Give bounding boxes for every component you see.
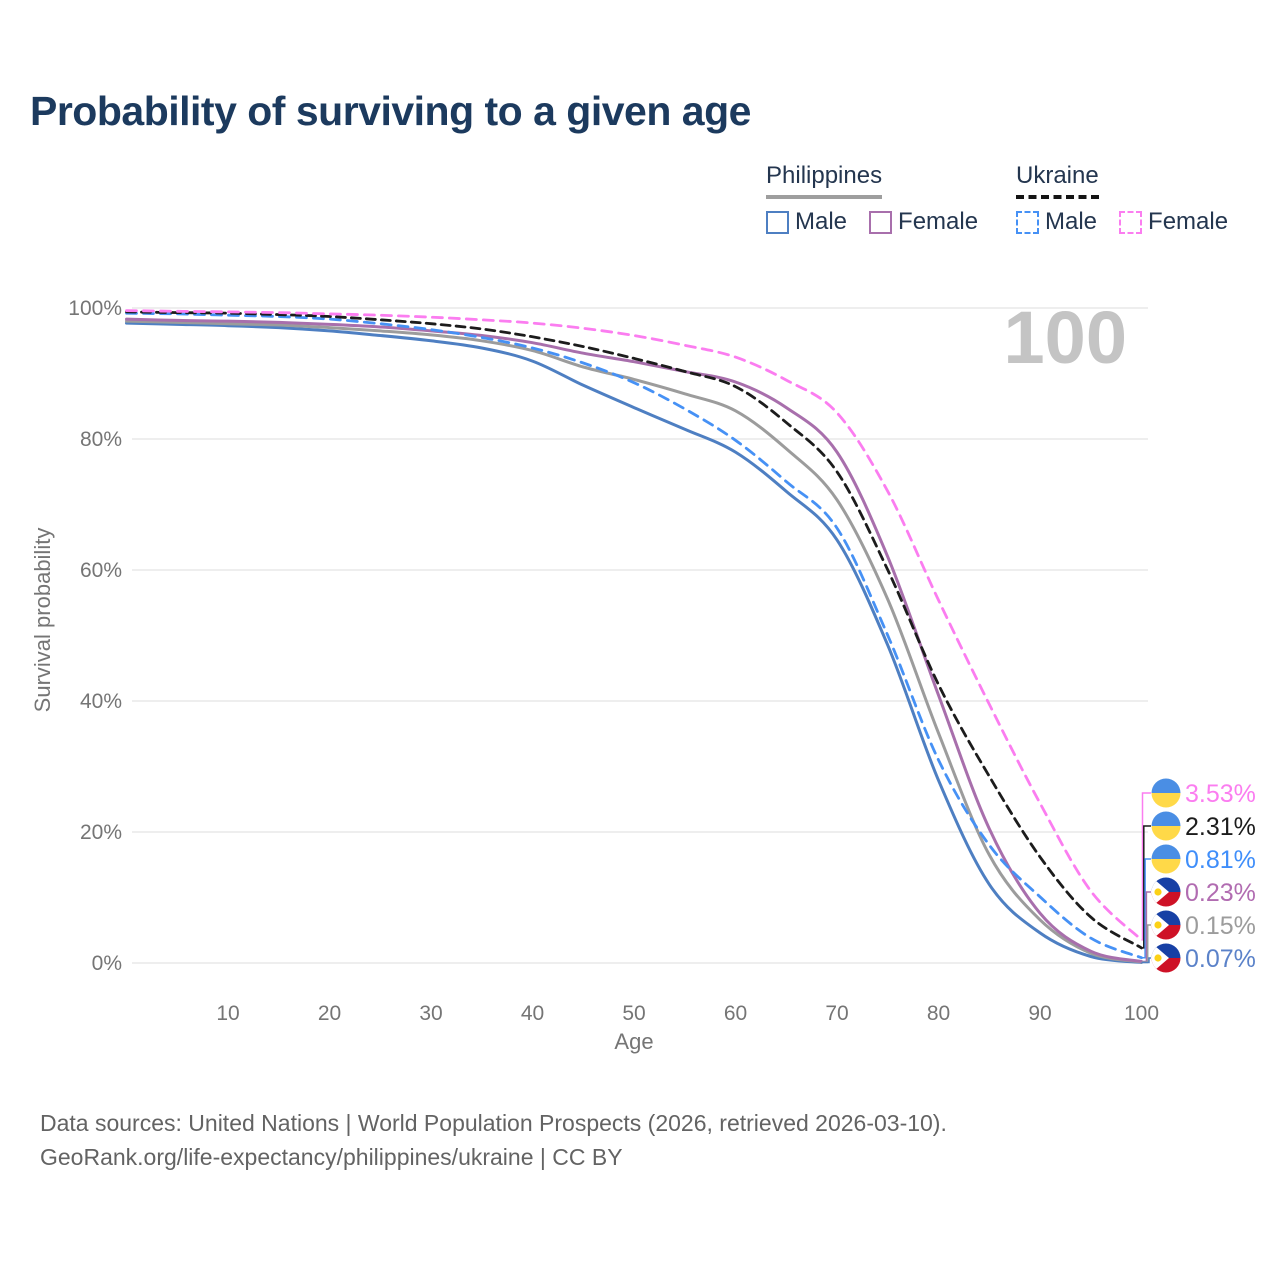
y-tick-label: 0% xyxy=(92,952,122,975)
label-connector xyxy=(1141,792,1151,941)
x-tick-label: 40 xyxy=(521,1002,544,1025)
end-value-label: 3.53% xyxy=(1185,780,1256,808)
legend-item-ukraine-female[interactable]: Female xyxy=(1119,208,1228,236)
label-connector xyxy=(1141,858,1151,959)
philippines-female-curve[interactable] xyxy=(125,317,1143,963)
y-tick-label: 40% xyxy=(80,690,122,713)
y-tick-label: 20% xyxy=(80,821,122,844)
curves xyxy=(125,309,1143,964)
y-tick-label: 100% xyxy=(68,297,122,320)
end-value-label: 2.31% xyxy=(1185,813,1256,841)
legend-group-title-ukraine: Ukraine xyxy=(1016,162,1099,199)
y-axis-title: Survival probability xyxy=(30,528,55,713)
legend-label-ukraine-male: Male xyxy=(1045,208,1098,235)
x-tick-label: 50 xyxy=(622,1002,645,1025)
legend-swatch-philippines-female xyxy=(869,210,893,234)
philippines-both-curve[interactable] xyxy=(125,319,1143,964)
ukraine-both-curve[interactable] xyxy=(125,310,1143,950)
x-tick-label: 60 xyxy=(724,1002,747,1025)
legend-label-ukraine-female: Female xyxy=(1148,208,1229,235)
y-axis: 0% 20% 40% 60% 80% 100% Survival probability xyxy=(30,297,122,975)
legend-item-ukraine-male[interactable]: Male xyxy=(1016,208,1097,236)
end-value-label: 0.23% xyxy=(1185,879,1256,907)
legend-items-ukraine: Male Female xyxy=(1016,208,1228,236)
x-tick-label: 90 xyxy=(1028,1002,1051,1025)
legend: Philippines Male Female Ukraine Male xyxy=(0,162,1280,242)
ukraine-flag-icon xyxy=(1151,811,1181,841)
y-tick-label: 60% xyxy=(80,559,122,582)
philippines-flag-icon xyxy=(1151,877,1181,907)
legend-item-philippines-female[interactable]: Female xyxy=(869,208,978,236)
footer-attribution-link[interactable]: GeoRank.org/life-expectancy/philippines/… xyxy=(40,1144,623,1170)
ukraine-flag-icon xyxy=(1151,844,1181,874)
ukraine-flag-icon xyxy=(1151,778,1181,808)
watermark-age-100: 100 xyxy=(1004,296,1127,379)
ukraine-female-curve[interactable] xyxy=(125,309,1143,942)
legend-label-philippines-male: Male xyxy=(795,208,848,235)
x-axis-title: Age xyxy=(614,1029,653,1054)
legend-group-philippines: Philippines Male Female xyxy=(766,162,978,236)
chart-footer: Data sources: United Nations | World Pop… xyxy=(40,1106,947,1174)
legend-item-philippines-male[interactable]: Male xyxy=(766,208,847,236)
legend-swatch-ukraine-male xyxy=(1016,210,1039,234)
x-tick-label: 70 xyxy=(825,1002,848,1025)
end-value-label: 0.81% xyxy=(1185,846,1256,874)
x-tick-label: 10 xyxy=(216,1002,239,1025)
legend-group-title-philippines: Philippines xyxy=(766,162,883,199)
x-axis: 10 20 30 40 50 60 70 80 90 100 Age xyxy=(216,1002,1159,1054)
x-tick-label: 100 xyxy=(1124,1002,1159,1025)
philippines-male-curve[interactable] xyxy=(125,321,1143,964)
y-tick-label: 80% xyxy=(80,428,122,451)
x-tick-label: 20 xyxy=(318,1002,341,1025)
footer-data-sources: Data sources: United Nations | World Pop… xyxy=(40,1110,947,1136)
end-labels: 3.53% 2.31% 0.81% 0.23% 0.15% 0.07% xyxy=(1141,778,1256,973)
legend-group-ukraine: Ukraine Male Female xyxy=(1016,162,1228,236)
legend-items-philippines: Male Female xyxy=(766,208,978,236)
end-value-label: 0.15% xyxy=(1185,912,1256,940)
x-tick-label: 80 xyxy=(927,1002,950,1025)
label-connector xyxy=(1141,957,1151,964)
gridlines xyxy=(132,307,1148,964)
philippines-flag-icon xyxy=(1151,910,1181,940)
page-title: Probability of surviving to a given age xyxy=(30,88,751,134)
label-connector xyxy=(1141,825,1151,949)
ukraine-male-curve[interactable] xyxy=(125,311,1143,960)
end-value-label: 0.07% xyxy=(1185,945,1256,973)
x-tick-label: 30 xyxy=(419,1002,442,1025)
legend-swatch-philippines-male xyxy=(766,210,789,234)
philippines-flag-icon xyxy=(1151,943,1181,973)
legend-label-philippines-female: Female xyxy=(898,208,979,235)
legend-swatch-ukraine-female xyxy=(1119,210,1143,234)
